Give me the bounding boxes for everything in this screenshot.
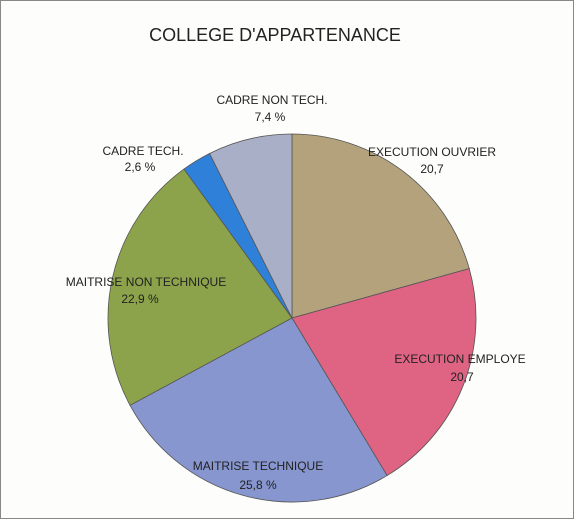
slice-value-label: 25,8 % [239,478,277,492]
slice-label: MAITRISE TECHNIQUE [193,459,323,473]
pie-slice [291,268,477,477]
slice-value-label: 20,7 [420,162,444,176]
slice-value-label: 22,9 % [121,292,159,306]
pie-slice [209,133,293,319]
slice-label: CADRE NON TECH. [216,93,327,107]
slice-label: EXECUTION OUVRIER [368,145,496,159]
pie-slice [291,133,470,319]
pie-slice [129,317,388,503]
slice-label: MAITRISE NON TECHNIQUE [66,275,226,289]
slice-value-label: 7,4 % [255,110,286,124]
pie-slice [107,168,293,406]
slice-value-label: 20,7 [450,370,474,384]
slice-label: CADRE TECH. [102,144,183,158]
slice-value-label: 2,6 % [125,160,156,174]
chart-title: COLLEGE D'APPARTENANCE [149,25,401,45]
slice-label: EXECUTION EMPLOYE [394,352,525,366]
